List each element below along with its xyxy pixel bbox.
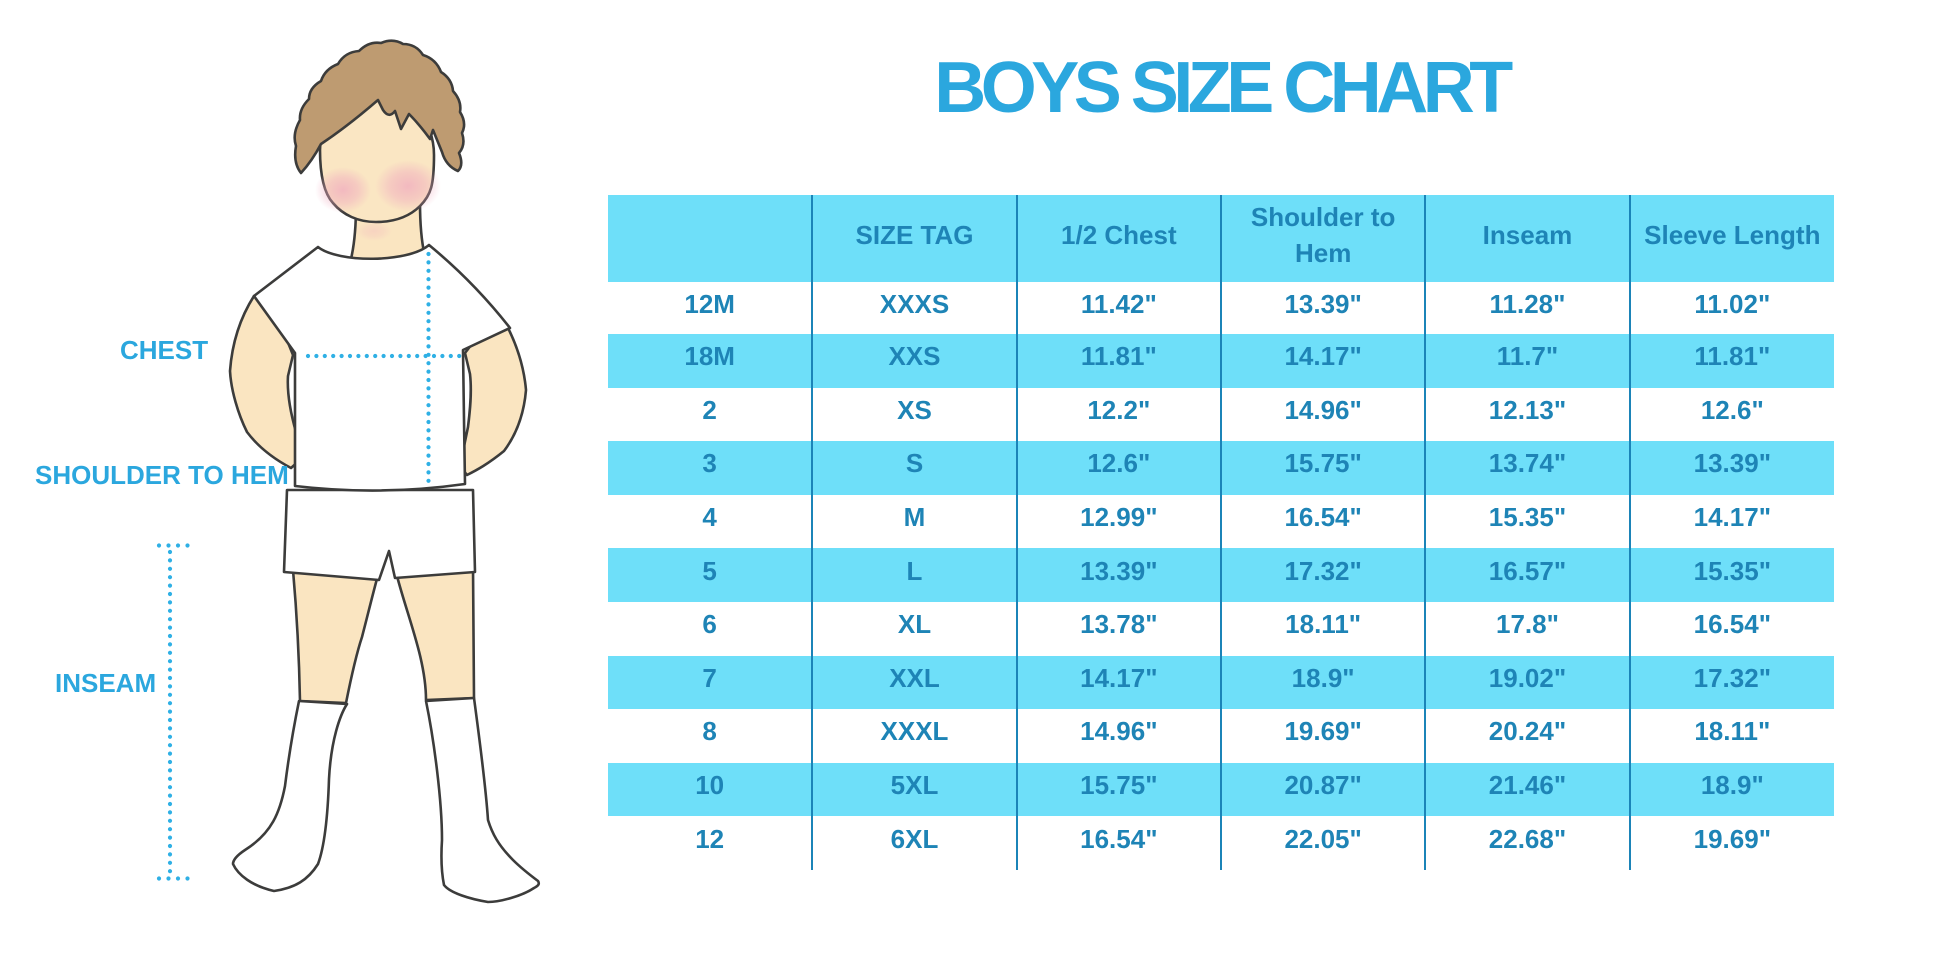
svg-text:CHEST: CHEST: [120, 335, 208, 365]
svg-text:SHOULDER TO HEM: SHOULDER TO HEM: [35, 460, 289, 490]
svg-text:INSEAM: INSEAM: [55, 668, 156, 698]
